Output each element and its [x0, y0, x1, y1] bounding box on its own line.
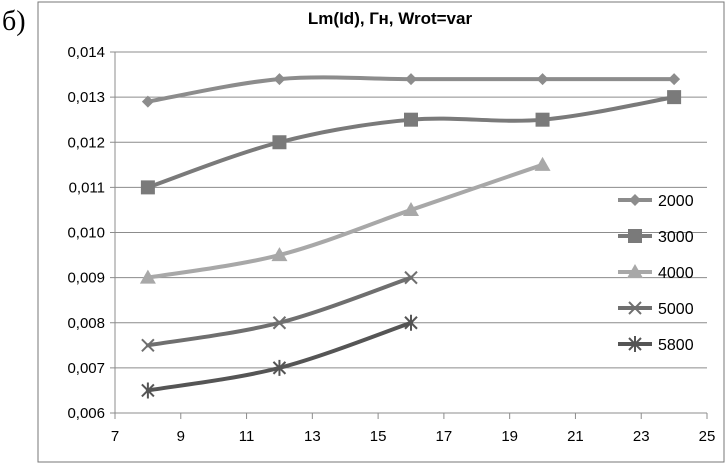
legend-label-3000: 3000	[658, 229, 694, 246]
x-tick-label: 19	[501, 428, 518, 445]
legend-marker-4000	[627, 264, 643, 278]
legend-label-2000: 2000	[658, 193, 694, 210]
y-tick-label: 0,009	[67, 270, 105, 287]
legend-label-4000: 4000	[658, 265, 694, 282]
x-tick-labels: 7 9 11 13 15 17 19 21 23 25	[111, 428, 716, 445]
chart-title: Lm(Id), Гн, Wrot=var	[308, 9, 473, 28]
x-tick-label: 25	[699, 428, 716, 445]
data-point-4000	[139, 269, 156, 284]
figure-label: б)	[2, 6, 26, 37]
data-point-5000	[272, 316, 287, 330]
legend-marker-2000	[629, 194, 641, 206]
y-tick-labels: 0,006 0,007 0,008 0,009 0,010 0,011 0,012 0,013…	[67, 44, 105, 422]
data-point-3000	[140, 180, 155, 195]
x-tick-label: 23	[633, 428, 650, 445]
data-point-4000	[271, 247, 288, 262]
x-tick-label: 15	[370, 428, 387, 445]
series-line-4000	[145, 162, 545, 280]
y-tick-label: 0,014	[67, 44, 105, 61]
data-point-3000	[535, 112, 550, 127]
data-point-2000	[405, 73, 417, 86]
data-point-3000	[272, 135, 287, 150]
data-point-5000	[141, 338, 155, 353]
y-tick-label: 0,012	[67, 134, 105, 151]
y-tick-label: 0,011	[69, 179, 105, 196]
legend-label-5000: 5000	[658, 301, 694, 318]
data-point-4000	[534, 156, 551, 171]
legend-marker-5800	[628, 336, 642, 352]
data-point-2000	[141, 95, 154, 108]
legend-marker-5000	[628, 301, 642, 315]
legend-marker-3000	[628, 229, 642, 243]
data-point-3000	[667, 90, 682, 105]
data-point-2000	[668, 73, 681, 86]
legend-label-5800: 5800	[658, 337, 694, 354]
legend: 2000 3000 4000 5000 5800	[618, 193, 694, 354]
data-point-2000	[273, 73, 286, 86]
data-point-5800	[141, 382, 155, 399]
data-point-2000	[536, 73, 549, 86]
x-tick-label: 21	[567, 428, 584, 445]
y-tick-label: 0,008	[67, 315, 105, 332]
x-tick-label: 17	[436, 428, 453, 445]
series-group	[139, 73, 682, 399]
x-tick-label: 11	[239, 428, 255, 445]
y-tick-label: 0,013	[67, 89, 105, 106]
y-tick-label: 0,007	[67, 360, 105, 377]
data-point-4000	[403, 201, 419, 216]
y-tick-label: 0,006	[67, 405, 105, 422]
data-point-5800	[272, 359, 287, 376]
y-tick-label: 0,010	[67, 225, 105, 242]
x-tick-label: 7	[111, 428, 119, 445]
x-tick-label: 9	[177, 428, 185, 445]
data-point-3000	[404, 112, 418, 127]
data-point-5000	[404, 270, 418, 285]
x-tick-label: 13	[304, 428, 321, 445]
data-point-5800	[404, 314, 418, 331]
